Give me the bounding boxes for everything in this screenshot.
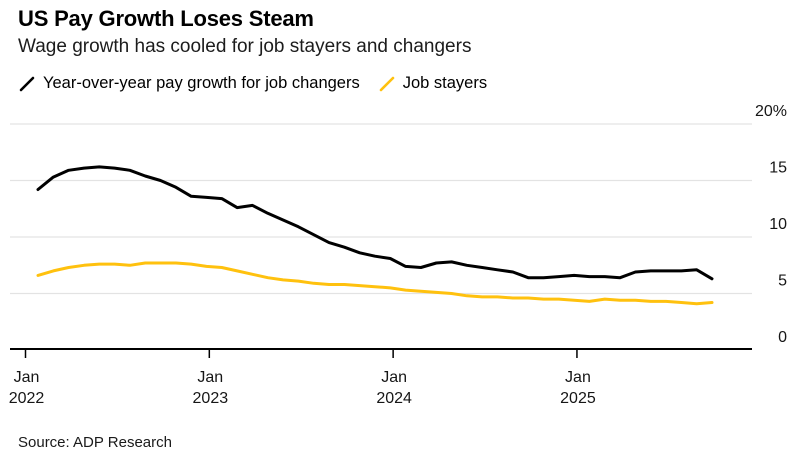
x-axis-label-month: Jan [14,369,40,386]
page-title: US Pay Growth Loses Steam [18,6,314,31]
y-axis-label: 10 [769,216,787,233]
changers-slash-icon [19,76,35,91]
y-axis-label: 5 [778,273,787,290]
legend-item-changers: Year-over-year pay growth for job change… [18,74,360,93]
y-axis-label: 20% [755,103,787,120]
x-axis-label-year: 2024 [376,390,412,407]
legend-label-changers: Year-over-year pay growth for job change… [43,74,360,92]
x-axis-label-month: Jan [565,369,591,386]
legend-item-stayers: Job stayers [378,74,487,93]
y-axis-label: 0 [778,329,787,346]
x-axis-label-month: Jan [381,369,407,386]
x-axis-label-month: Jan [197,369,223,386]
stayers-slash-icon [379,76,395,91]
changers-line [36,165,714,281]
legend-label-stayers: Job stayers [402,74,488,92]
source-note: Source: ADP Research [18,434,172,451]
stayers-line [36,261,714,306]
legend: Year-over-year pay growth for job change… [18,74,487,93]
chart-subtitle: Wage growth has cooled for job stayers a… [18,36,472,57]
x-axis-label-year: 2025 [560,390,596,407]
y-axis-label: 15 [769,160,787,177]
x-axis-label-year: 2022 [9,390,45,407]
line-chart: 20% 15 10 5 0 Jan 2022 Jan 2023 Jan 2024 Jan 2025 [9,103,787,407]
x-axis-label-year: 2023 [193,390,229,407]
